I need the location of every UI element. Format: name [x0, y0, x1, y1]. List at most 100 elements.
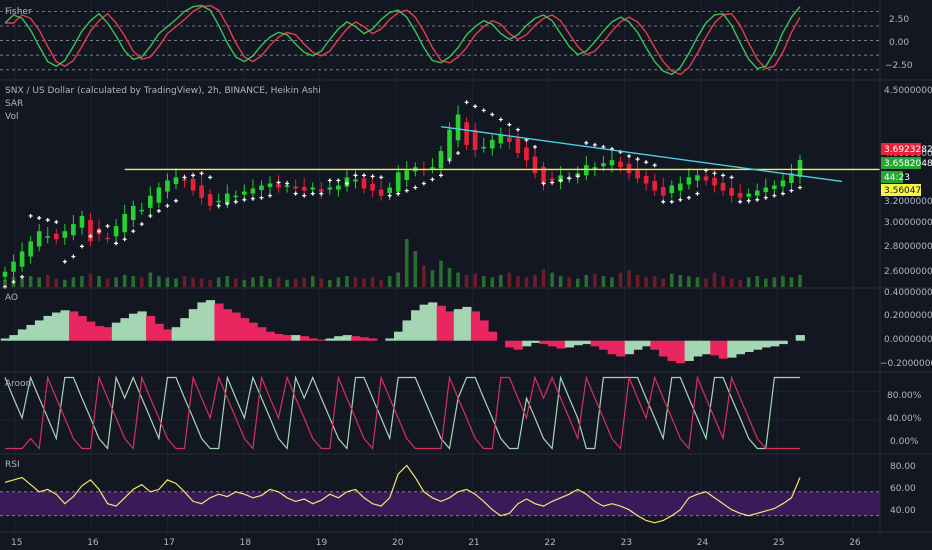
- candle-body: [737, 193, 743, 198]
- ao-bar: [393, 331, 404, 341]
- candle-body: [797, 160, 803, 177]
- sar-dot: [669, 199, 674, 204]
- volume-bar: [131, 276, 136, 287]
- sar-dot: [319, 191, 324, 196]
- volume-bar: [781, 276, 785, 287]
- ao-bar: [582, 340, 592, 345]
- sar-dot: [541, 181, 546, 186]
- price-tick-5: 3.0000000: [884, 218, 932, 228]
- ao-bar: [727, 340, 737, 358]
- ao-bar: [419, 304, 429, 341]
- candle-body: [353, 179, 358, 182]
- volume-bar: [601, 276, 606, 287]
- sar-dot: [233, 199, 238, 204]
- candle-body: [592, 167, 598, 170]
- ao-bar: [0, 338, 10, 341]
- rsi-band: [0, 491, 880, 516]
- volume-bar: [439, 260, 443, 287]
- price-tag-countdown: 44:23: [884, 173, 910, 183]
- rsi-label: RSI: [5, 460, 20, 470]
- ao-bar: [505, 340, 515, 348]
- volume-bar: [507, 272, 512, 287]
- volume-bar: [567, 277, 571, 287]
- candle-body: [754, 190, 760, 196]
- volume-bar: [516, 276, 520, 287]
- ao-bar: [214, 303, 224, 341]
- sar-dot: [37, 215, 42, 220]
- ao-bar: [676, 340, 686, 364]
- volume-bar: [738, 279, 742, 287]
- ao-bar: [573, 340, 583, 346]
- ao-tick-2: 0.2000000: [884, 311, 932, 321]
- sar-dot: [139, 222, 144, 227]
- volume-bar: [336, 277, 341, 287]
- volume-bar: [80, 276, 84, 287]
- volume-bar: [208, 279, 212, 287]
- sar-dot: [558, 178, 563, 183]
- candle-body: [507, 137, 512, 142]
- volume-bar: [499, 275, 503, 287]
- volume-bar: [251, 277, 255, 287]
- volume-bar: [105, 278, 110, 287]
- candle-body: [712, 177, 717, 186]
- x-tick-label: 25: [773, 538, 784, 548]
- volume-bar: [704, 278, 708, 287]
- sar-dot: [259, 195, 264, 200]
- sar-dot: [250, 196, 255, 201]
- candle-body: [28, 241, 33, 257]
- sar-dot: [199, 171, 204, 176]
- volume-bar: [63, 279, 67, 287]
- ao-bar: [146, 315, 156, 341]
- price-tag-sar: 3.5604730: [884, 186, 932, 196]
- ao-bar: [308, 338, 318, 341]
- volume-bar: [157, 276, 161, 287]
- candle-body: [532, 156, 538, 174]
- volume-bar: [225, 276, 230, 287]
- sar-dot: [242, 197, 247, 202]
- candle-body: [729, 188, 734, 196]
- sar-dot: [353, 173, 358, 178]
- price-tag-level: 3.6582048: [884, 159, 932, 169]
- price-tick-1: 4.5000000: [884, 86, 932, 96]
- aroon-tick-2: 40.00%: [887, 414, 922, 424]
- sar-dot: [780, 191, 785, 196]
- ao-bar: [359, 337, 369, 341]
- volume-bar: [473, 273, 477, 287]
- volume-bar: [610, 277, 614, 287]
- sar-dot: [45, 218, 50, 223]
- candle-body: [301, 187, 307, 191]
- rsi-tick-2: 60.00: [890, 484, 916, 494]
- volume-bar: [199, 278, 204, 287]
- sar-dot: [62, 259, 67, 264]
- candle-body: [481, 146, 487, 149]
- candle-body: [267, 183, 273, 188]
- ao-bar: [325, 338, 335, 341]
- volume-bar: [755, 276, 760, 287]
- candle-body: [276, 184, 281, 188]
- volume-bar: [139, 277, 144, 287]
- sar-dot: [97, 229, 102, 234]
- candle-body: [173, 177, 179, 184]
- rsi-tick-3: 40.00: [890, 506, 916, 516]
- sar-dot: [678, 197, 683, 202]
- sar-dot: [721, 173, 726, 178]
- sar-dot: [20, 274, 25, 279]
- price-tag-countdown-bg: [881, 171, 903, 183]
- candle-body: [11, 261, 16, 272]
- candle-body: [190, 178, 196, 191]
- sar-dot: [635, 157, 640, 162]
- candle-body: [541, 166, 546, 184]
- volume-bar: [293, 278, 298, 287]
- ao-label: AO: [5, 293, 18, 303]
- ao-tick-4: −0.2000000: [880, 359, 932, 369]
- ao-bar: [128, 313, 139, 341]
- ao-bar: [342, 335, 352, 341]
- sar-dot: [404, 188, 409, 193]
- candle-body: [19, 251, 25, 267]
- volume-bar: [481, 276, 486, 287]
- fisher-trigger-line: [5, 4, 801, 76]
- rsi-tick-1: 80.00: [890, 462, 916, 472]
- volume-bar: [97, 276, 101, 287]
